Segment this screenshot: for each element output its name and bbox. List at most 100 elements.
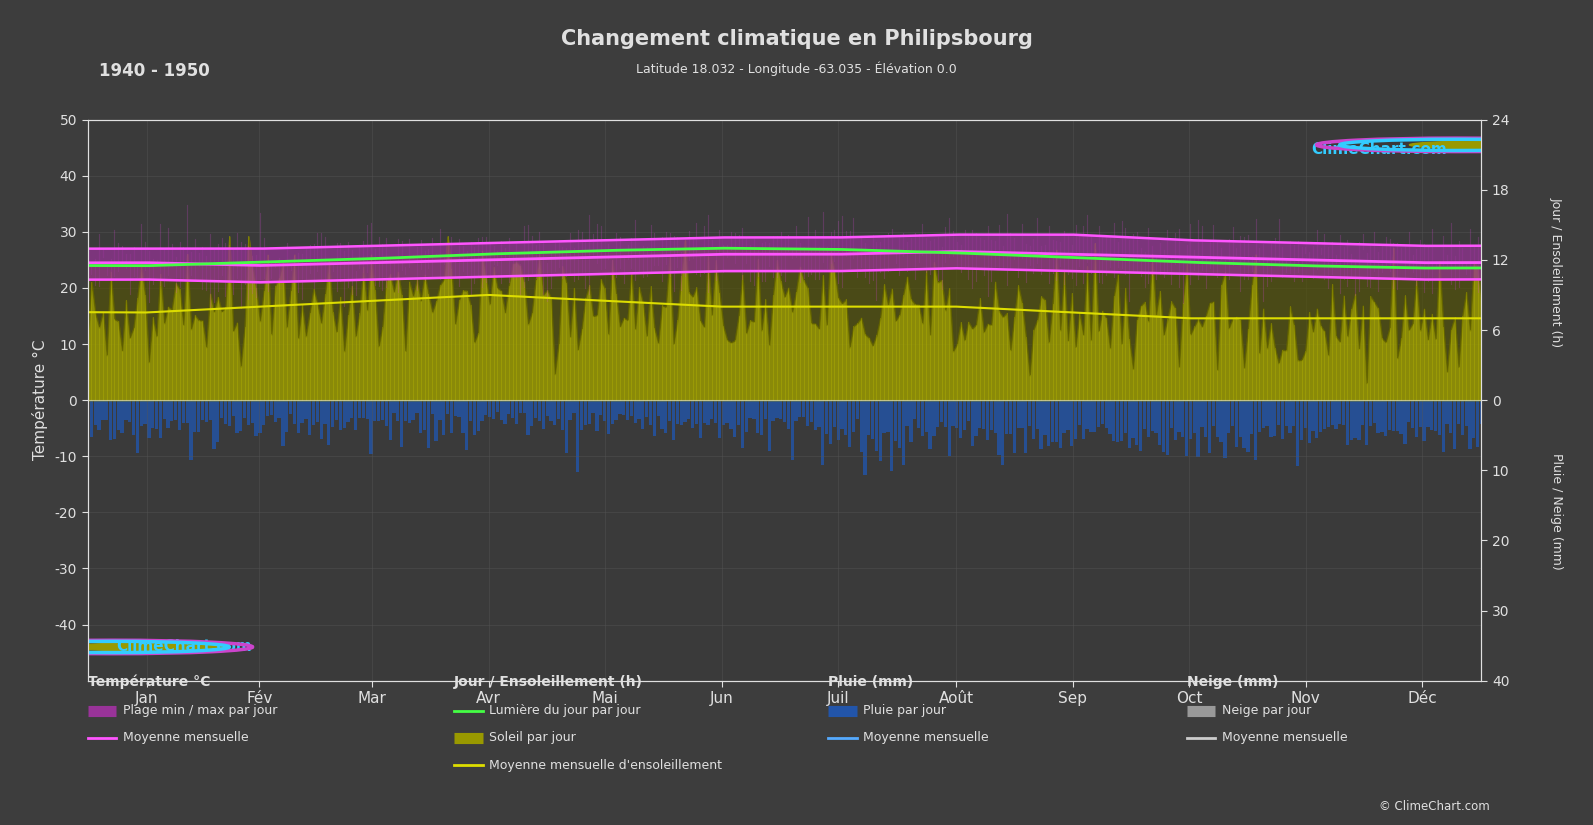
Bar — [1201, 400, 1204, 427]
Bar — [1128, 400, 1131, 448]
Bar — [1193, 400, 1196, 432]
Bar — [495, 400, 499, 412]
Bar — [599, 400, 602, 415]
Bar — [1078, 400, 1082, 425]
Bar — [1480, 400, 1483, 424]
Bar — [863, 400, 867, 475]
Bar — [166, 400, 169, 427]
Bar — [828, 400, 832, 444]
Bar — [680, 400, 683, 425]
Bar — [1074, 400, 1077, 439]
Bar — [1415, 400, 1418, 437]
Bar — [1376, 400, 1380, 433]
Bar — [178, 400, 182, 430]
Bar — [307, 400, 311, 436]
Bar — [526, 400, 529, 435]
Bar — [610, 400, 613, 424]
Bar — [569, 400, 572, 420]
Bar — [687, 400, 690, 419]
Bar — [978, 400, 981, 428]
Bar — [822, 400, 825, 465]
Bar — [879, 400, 883, 460]
Y-axis label: Température °C: Température °C — [32, 340, 48, 460]
Bar — [703, 400, 706, 422]
Bar — [1055, 400, 1058, 442]
Bar — [339, 400, 342, 430]
Bar — [1338, 400, 1341, 424]
Bar — [1090, 400, 1093, 432]
Bar — [956, 400, 959, 427]
Bar — [1330, 400, 1333, 426]
Text: Pluie / Neige (mm): Pluie / Neige (mm) — [1550, 453, 1563, 570]
Bar — [1188, 400, 1192, 439]
Bar — [97, 400, 100, 430]
Bar — [1438, 400, 1442, 435]
Bar — [1308, 400, 1311, 444]
Bar — [1002, 400, 1005, 465]
Bar — [1109, 400, 1112, 434]
Bar — [89, 400, 92, 437]
Bar — [940, 400, 943, 422]
Bar — [752, 400, 755, 418]
Bar — [710, 400, 714, 418]
Bar — [530, 400, 534, 426]
Bar — [1458, 400, 1461, 424]
Bar — [1469, 400, 1472, 450]
Bar — [228, 400, 231, 426]
Bar — [1254, 400, 1257, 460]
Text: © ClimeChart.com: © ClimeChart.com — [1378, 799, 1489, 813]
Bar — [1196, 400, 1200, 456]
Bar — [1082, 400, 1085, 439]
Bar — [1472, 400, 1475, 437]
Bar — [389, 400, 392, 440]
Bar — [435, 400, 438, 441]
Bar — [116, 400, 119, 431]
Bar — [588, 400, 591, 424]
Bar — [1161, 400, 1164, 452]
Bar — [749, 400, 752, 417]
Bar — [503, 400, 507, 423]
Bar — [1117, 400, 1120, 442]
Bar — [1070, 400, 1074, 446]
Bar — [642, 400, 645, 429]
Bar — [1051, 400, 1055, 442]
Bar — [561, 400, 564, 430]
Bar — [1136, 400, 1139, 445]
Bar — [320, 400, 323, 439]
Bar — [741, 400, 744, 448]
Bar — [1453, 400, 1456, 449]
Bar — [718, 400, 722, 438]
Bar — [634, 400, 637, 423]
Bar — [1231, 400, 1235, 426]
Bar — [1013, 400, 1016, 453]
Bar — [335, 400, 338, 419]
Bar — [315, 400, 319, 422]
Bar — [924, 400, 927, 431]
Bar — [1341, 400, 1344, 425]
Bar — [637, 400, 640, 419]
Bar — [481, 400, 484, 422]
Bar — [558, 400, 561, 419]
Bar — [1368, 400, 1372, 426]
Bar — [1158, 400, 1161, 445]
Bar — [217, 400, 220, 442]
Bar — [155, 400, 158, 429]
Bar — [457, 400, 460, 417]
Bar — [937, 400, 940, 427]
Bar — [239, 400, 242, 431]
Bar — [443, 400, 446, 436]
Bar — [580, 400, 583, 430]
Bar — [185, 400, 190, 422]
Bar — [392, 400, 395, 413]
Bar — [500, 400, 503, 420]
Bar — [312, 400, 315, 425]
Bar — [411, 400, 414, 420]
Bar — [1426, 400, 1429, 427]
Bar — [511, 400, 515, 418]
Bar — [446, 400, 449, 414]
Bar — [943, 400, 946, 427]
Bar — [266, 400, 269, 416]
Bar — [994, 400, 997, 433]
Bar — [487, 400, 491, 417]
Bar — [817, 400, 820, 427]
